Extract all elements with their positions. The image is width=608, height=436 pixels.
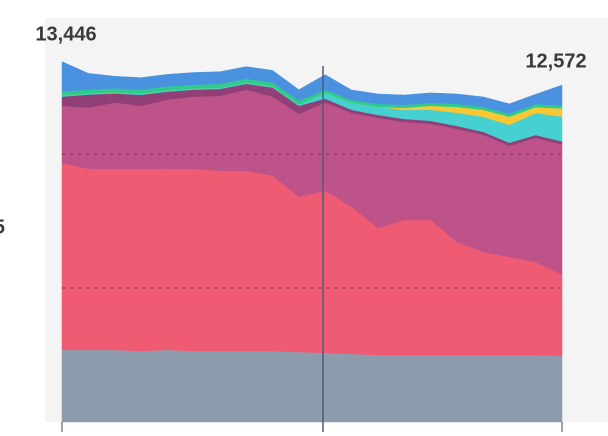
grid — [62, 153, 562, 289]
area — [61, 349, 563, 423]
total-label: 13,446 — [35, 23, 96, 45]
areas — [61, 61, 563, 423]
area — [61, 61, 563, 115]
cut-label: 5 — [0, 216, 5, 238]
total-label: 12,572 — [525, 50, 586, 72]
